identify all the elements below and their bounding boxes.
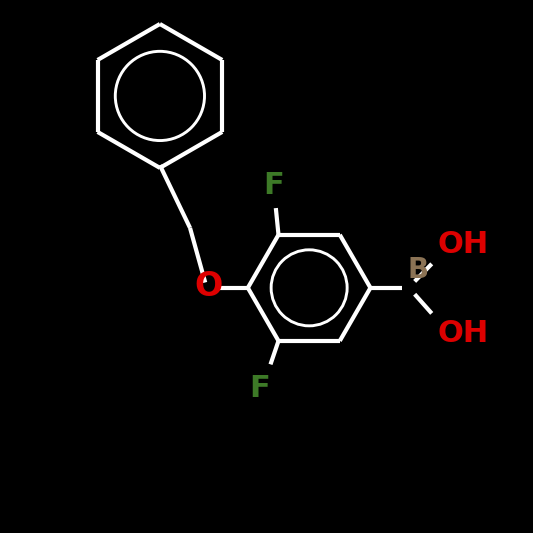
Text: OH: OH [437, 319, 488, 348]
Text: F: F [249, 374, 270, 403]
Text: O: O [194, 270, 223, 303]
Text: OH: OH [437, 230, 488, 259]
Text: F: F [263, 171, 284, 200]
Text: B: B [407, 255, 429, 284]
